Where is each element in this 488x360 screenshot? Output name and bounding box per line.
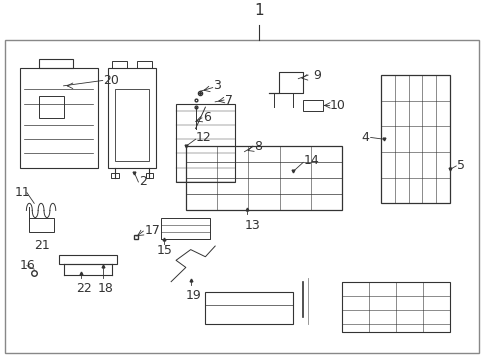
Bar: [176, 104, 234, 182]
Bar: [115, 89, 149, 161]
Text: 22: 22: [76, 282, 91, 295]
Text: 18: 18: [98, 282, 113, 295]
Bar: [107, 68, 156, 168]
Bar: [112, 61, 127, 68]
Bar: [20, 68, 98, 168]
Text: 20: 20: [102, 74, 118, 87]
Text: 15: 15: [156, 244, 172, 257]
Bar: [381, 75, 449, 203]
Text: 19: 19: [185, 289, 201, 302]
Bar: [185, 147, 342, 211]
Bar: [5, 40, 478, 353]
Text: 10: 10: [329, 99, 345, 112]
Text: 21: 21: [34, 239, 50, 252]
Text: 9: 9: [312, 69, 320, 82]
Text: 13: 13: [244, 219, 260, 232]
Text: 17: 17: [144, 224, 160, 237]
Text: 2: 2: [139, 175, 147, 188]
Text: 8: 8: [254, 140, 262, 153]
Bar: [59, 255, 117, 264]
Bar: [29, 217, 54, 232]
Text: 3: 3: [212, 79, 220, 92]
Text: 4: 4: [361, 131, 368, 144]
Text: 16: 16: [20, 259, 35, 272]
Text: 12: 12: [195, 131, 211, 144]
Text: 14: 14: [303, 154, 318, 167]
Bar: [39, 59, 73, 68]
Text: 11: 11: [15, 186, 30, 199]
Bar: [137, 61, 151, 68]
Text: 5: 5: [456, 159, 464, 172]
Text: 7: 7: [224, 94, 232, 107]
Bar: [205, 292, 293, 324]
Bar: [303, 100, 322, 111]
Bar: [145, 173, 153, 179]
Bar: [342, 282, 449, 332]
Bar: [111, 173, 119, 179]
Text: 6: 6: [203, 111, 210, 124]
Bar: [39, 96, 63, 118]
Bar: [161, 217, 210, 239]
Text: 1: 1: [254, 3, 264, 18]
